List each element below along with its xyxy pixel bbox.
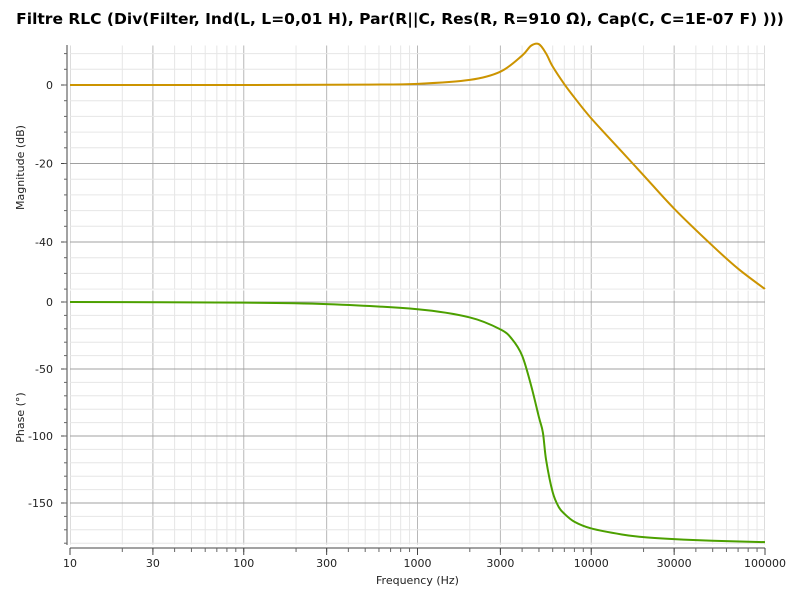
x-tick-label: 10 xyxy=(63,557,77,570)
chart-title: Filtre RLC (Div(Filter, Ind(L, L=0,01 H)… xyxy=(16,10,784,28)
phase-grid xyxy=(66,290,766,545)
x-axis-label: Frequency (Hz) xyxy=(376,574,459,587)
magnitude-y-tick-label: -40 xyxy=(35,236,53,249)
phase-x-ticks: 10 30 100 300 1000 3000 10000 30000 100000 xyxy=(63,547,786,570)
x-tick-label: 300 xyxy=(316,557,337,570)
x-tick-label: 30000 xyxy=(657,557,692,570)
x-tick-label: 10000 xyxy=(574,557,609,570)
x-tick-label: 100 xyxy=(233,557,254,570)
magnitude-panel: 0 -20 -40 Magnitude (dB) xyxy=(14,42,766,291)
x-tick-label: 1000 xyxy=(404,557,432,570)
phase-y-tick-label: -50 xyxy=(35,363,53,376)
phase-frame xyxy=(69,289,766,546)
magnitude-y-tick-label: -20 xyxy=(35,158,53,171)
phase-y-ticks: 0 -50 -100 -150 xyxy=(28,296,67,544)
magnitude-series-line xyxy=(69,42,766,290)
phase-series-line xyxy=(69,301,766,544)
phase-y-tick-label: -150 xyxy=(28,497,53,510)
x-tick-label: 3000 xyxy=(486,557,514,570)
phase-y-axis-label: Phase (°) xyxy=(14,392,27,442)
magnitude-y-tick-label: 0 xyxy=(46,79,53,92)
phase-y-tick-label: 0 xyxy=(46,296,53,309)
magnitude-y-ticks: 0 -20 -40 xyxy=(35,53,67,290)
x-tick-label: 100000 xyxy=(744,557,786,570)
x-tick-label: 30 xyxy=(146,557,160,570)
phase-panel: 0 -50 -100 -150 10 30 100 300 1000 3000 10000 3000… xyxy=(14,289,786,587)
phase-y-tick-label: -100 xyxy=(28,430,53,443)
magnitude-grid xyxy=(66,45,766,290)
magnitude-y-axis-label: Magnitude (dB) xyxy=(14,125,27,210)
